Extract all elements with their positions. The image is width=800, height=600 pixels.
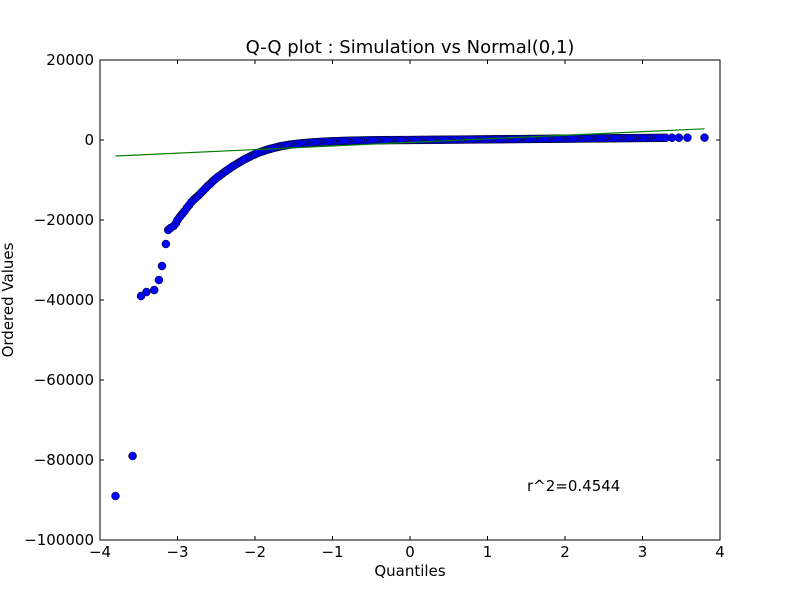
x-tick-label: 3	[638, 543, 648, 561]
data-point	[111, 491, 120, 501]
x-tick-label: −4	[89, 543, 111, 561]
data-point	[154, 275, 164, 285]
data-point	[161, 239, 171, 249]
fit-line-group	[115, 128, 705, 157]
data-point	[674, 133, 684, 142]
x-axis-label: Quantiles	[374, 562, 445, 580]
data-point	[157, 261, 167, 271]
y-tick-label: −80000	[34, 451, 94, 469]
data-point	[128, 451, 137, 461]
x-tick-label: −2	[244, 543, 266, 561]
x-tick-label: −3	[166, 543, 188, 561]
y-tick-label: −100000	[24, 531, 94, 549]
scatter-points	[111, 133, 709, 501]
data-point	[683, 133, 692, 142]
y-tick-label: −20000	[34, 211, 94, 229]
x-tick-label: 4	[715, 543, 725, 561]
data-point	[700, 133, 709, 142]
x-tick-label: 0	[405, 543, 415, 561]
plot-area-frame	[99, 59, 721, 541]
chart-title: Q-Q plot : Simulation vs Normal(0,1)	[246, 37, 575, 58]
y-tick-label: −60000	[34, 371, 94, 389]
y-tick-label: −40000	[34, 291, 94, 309]
y-axis-label: Ordered Values	[0, 242, 17, 357]
x-tick-label: 1	[483, 543, 493, 561]
y-tick-label: 0	[84, 131, 94, 149]
axis-tick-labels: −4 −3 −2 −1 0 1 2 3 4 20000 0 −20000 −40000 −60000 −80…	[24, 51, 725, 561]
y-tick-label: 20000	[46, 51, 94, 69]
x-tick-label: −1	[321, 543, 343, 561]
data-point	[150, 285, 159, 295]
fit-line	[115, 128, 705, 157]
x-tick-label: 2	[560, 543, 570, 561]
data-point	[142, 287, 151, 297]
r-squared-annotation: r^2=0.4544	[527, 477, 620, 495]
